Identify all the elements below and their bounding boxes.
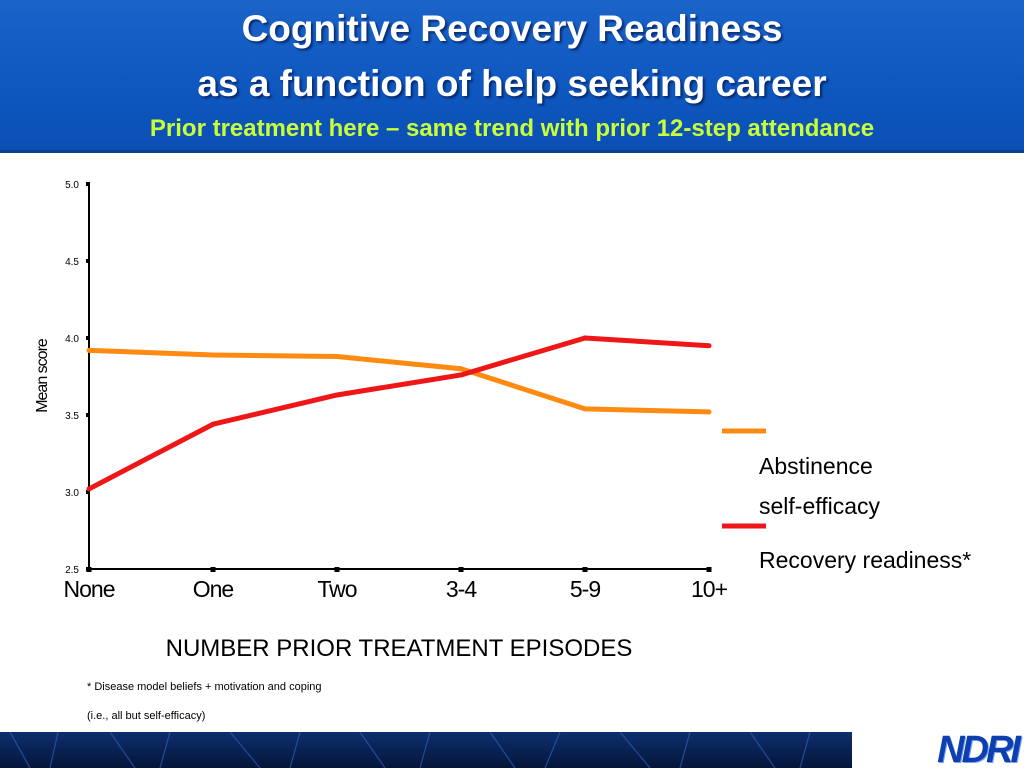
x-axis-ticks: None One Two 3-4 5-9 10+ [64, 567, 729, 602]
line-chart: 2.5 3.0 3.5 4.0 4.5 5.0 None One Two 3-4 5-9 10+ A… [34, 180, 971, 662]
data-point [706, 409, 712, 415]
x-tick-mark [210, 567, 216, 572]
data-point [210, 421, 216, 427]
logo-text: NDRI [937, 729, 1021, 771]
x-tick-mark [458, 567, 464, 572]
y-tick-mark [86, 259, 90, 263]
y-tick-mark [86, 413, 90, 417]
header-divider [0, 150, 1024, 153]
chart-axes [88, 182, 711, 570]
ndri-logo: NDRI [852, 729, 1024, 771]
x-tick-mark [706, 567, 712, 572]
x-tick-label: 10+ [691, 576, 728, 602]
slide-subtitle: Prior treatment here – same trend with p… [149, 115, 875, 142]
footer-pattern [9, 732, 811, 768]
data-point [458, 366, 464, 372]
y-tick-mark [86, 336, 90, 340]
y-tick-mark [86, 182, 90, 186]
y-tick-mark [86, 490, 90, 494]
data-point [458, 372, 464, 378]
data-point [86, 486, 92, 492]
legend-label: self-efficacy [759, 493, 881, 519]
x-tick-label: Two [317, 576, 356, 602]
y-tick-label: 5.0 [65, 180, 79, 191]
data-point [582, 406, 588, 412]
y-tick-label: 3.0 [65, 488, 79, 499]
y-tick-label: 3.5 [65, 411, 79, 422]
x-tick-mark [582, 567, 588, 572]
y-tick-label: 4.5 [65, 257, 79, 268]
data-point [210, 352, 216, 358]
x-tick-label: None [64, 576, 115, 602]
footnote-2: (i.e., all but self-efficacy) [87, 710, 206, 722]
y-tick-label: 4.0 [65, 334, 79, 345]
y-tick-label: 2.5 [65, 565, 79, 576]
data-point [582, 335, 588, 341]
x-tick-mark [86, 567, 92, 572]
y-axis-label: Mean score [34, 338, 51, 413]
legend-label: Recovery readiness* [759, 547, 971, 573]
x-tick-label: One [193, 576, 234, 602]
footnote-1: * Disease model beliefs + motivation and… [87, 681, 322, 693]
series-lines [86, 335, 712, 492]
data-point [334, 353, 340, 359]
legend-label: Abstinence [759, 453, 873, 479]
data-point [86, 347, 92, 353]
y-axis-ticks: 2.5 3.0 3.5 4.0 4.5 5.0 [65, 180, 90, 576]
series-line-2 [87, 335, 710, 492]
series-line-1 [88, 347, 710, 415]
x-axis-label: NUMBER PRIOR TREATMENT EPISODES [166, 635, 633, 662]
slide-title-line-1: Cognitive Recovery Readiness [241, 8, 783, 49]
x-tick-label: 5-9 [570, 576, 600, 602]
data-point [334, 392, 340, 398]
legend: Abstinence self-efficacy Recovery readines… [722, 428, 971, 573]
slide-title-line-2: as a function of help seeking career [197, 63, 827, 104]
data-point [706, 343, 712, 349]
title-banner: Cognitive Recovery Readiness as a functi… [0, 0, 1024, 153]
x-tick-mark [334, 567, 340, 572]
x-tick-label: 3-4 [446, 576, 477, 602]
